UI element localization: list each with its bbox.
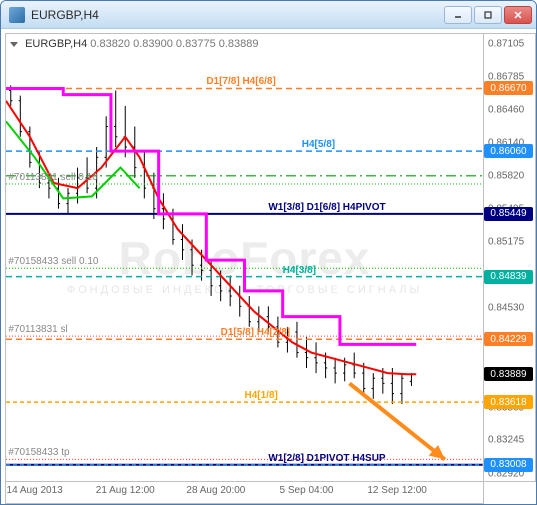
xtick-label: 28 Aug 20:00 <box>186 485 245 496</box>
level-label: W1[2/8] D1PIVOT H4SUP <box>268 453 385 464</box>
level-label: H4[3/8] <box>283 265 316 276</box>
level-label: W1[3/8] D1[6/8] H4PIVOT <box>268 202 385 213</box>
price-label: 0.86060 <box>484 144 533 158</box>
level-label: H4[1/8] <box>245 390 278 401</box>
xtick-label: 12 Sep 12:00 <box>367 485 427 496</box>
price-label: 0.84839 <box>484 270 533 284</box>
price-label: 0.85449 <box>484 207 533 221</box>
trade-object-label: #70158433 tp <box>8 447 69 458</box>
window-controls <box>444 6 532 24</box>
chart-area: RoboForex ФОНДОВЫЕ ИНДЕКСЫ · ТОРГОВЫЕ СИ… <box>1 29 536 504</box>
trade-object-label: #70158433 sell 0.10 <box>8 256 98 267</box>
level-label: D1[5/8] H4[2/8] <box>221 327 290 338</box>
ytick-label: 0.86460 <box>484 105 535 116</box>
trade-object-label: #70113831 sell 0.10 <box>8 172 97 183</box>
window-title: EURGBP,H4 <box>31 8 99 22</box>
close-button[interactable] <box>504 6 532 24</box>
price-label: 0.83889 <box>484 367 533 381</box>
price-label: 0.83618 <box>484 395 533 409</box>
xtick-label: 21 Aug 12:00 <box>96 485 155 496</box>
price-plot[interactable]: RoboForex ФОНДОВЫЕ ИНДЕКСЫ · ТОРГОВЫЕ СИ… <box>5 33 484 482</box>
price-label: 0.83008 <box>484 458 533 472</box>
titlebar[interactable]: EURGBP,H4 <box>1 1 536 29</box>
level-label: H4[5/8] <box>302 139 335 150</box>
level-label: D1[7/8] H4[6/8] <box>206 76 275 87</box>
ytick-label: 0.87105 <box>484 38 535 49</box>
chart-window: EURGBP,H4 RoboForex ФОНДОВЫЕ ИНДЕКСЫ · Т… <box>0 0 537 505</box>
price-label: 0.84229 <box>484 332 533 346</box>
xtick-label: 14 Aug 2013 <box>7 485 63 496</box>
x-axis: 14 Aug 2013 21 Aug 12:00 28 Aug 20:00 5 Sep… <box>5 482 484 504</box>
trade-object-label: #70113831 sl <box>8 324 67 335</box>
price-label: 0.86670 <box>484 81 533 95</box>
ytick-label: 0.84530 <box>484 303 535 314</box>
ytick-label: 0.83245 <box>484 435 535 446</box>
ytick-label: 0.85175 <box>484 237 535 248</box>
maximize-button[interactable] <box>474 6 502 24</box>
minimize-button[interactable] <box>444 6 472 24</box>
xtick-label: 5 Sep 04:00 <box>280 485 334 496</box>
app-icon <box>9 7 25 23</box>
ytick-label: 0.85820 <box>484 170 535 181</box>
y-axis: 0.871050.867850.864600.861400.858200.854… <box>484 33 536 482</box>
